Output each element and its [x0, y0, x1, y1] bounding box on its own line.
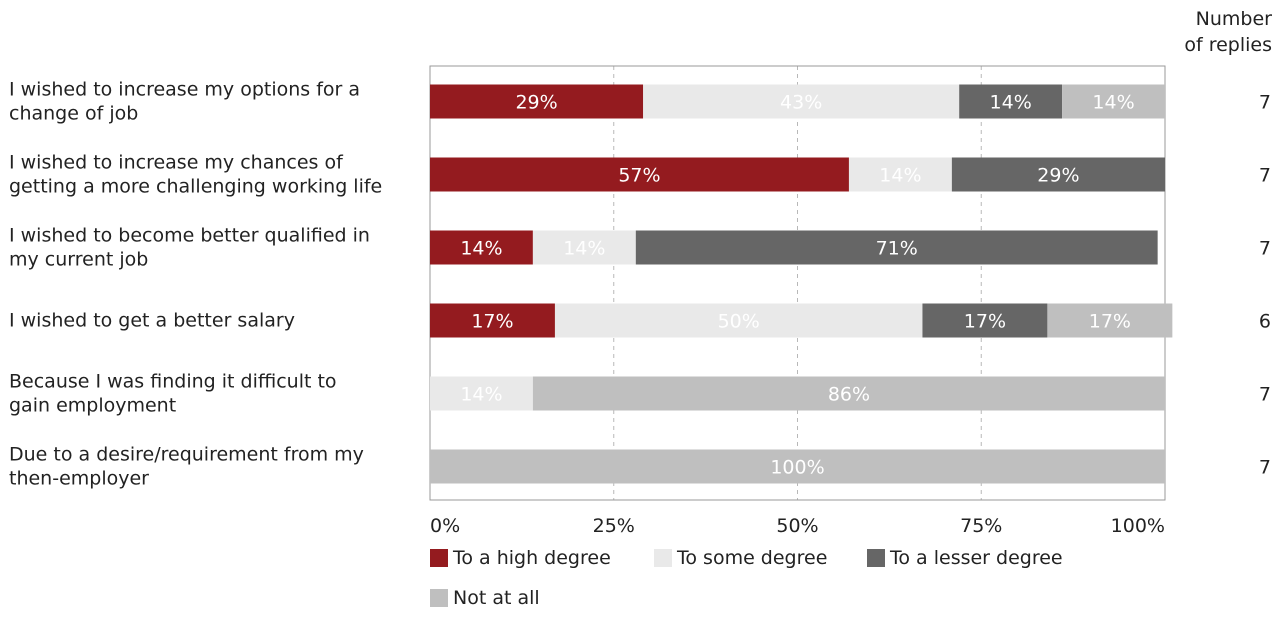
- data-label: 17%: [1089, 311, 1131, 333]
- data-label: 14%: [563, 238, 605, 260]
- category-label: I wished to increase my options for a: [9, 79, 360, 101]
- data-label: 14%: [879, 165, 921, 187]
- data-label: 17%: [471, 311, 513, 333]
- replies-value: 7: [1259, 457, 1271, 479]
- category-label: then-employer: [9, 468, 149, 490]
- replies-value: 7: [1259, 384, 1271, 406]
- data-label: 57%: [618, 165, 660, 187]
- category-label: Due to a desire/requirement from my: [9, 444, 364, 466]
- category-label: I wished to become better qualified in: [9, 225, 370, 247]
- data-label: 29%: [1037, 165, 1079, 187]
- bar-segment: [554, 303, 923, 338]
- bar-segment: [430, 230, 533, 265]
- replies-value: 6: [1259, 311, 1271, 333]
- legend-swatch: [430, 589, 448, 607]
- x-tick-label: 0%: [430, 515, 460, 537]
- data-label: 86%: [828, 384, 870, 406]
- legend-swatch: [867, 549, 885, 567]
- category-label: my current job: [9, 249, 148, 271]
- x-tick-label: 100%: [1111, 515, 1165, 537]
- data-label: 14%: [990, 92, 1032, 114]
- bar-segment: [430, 84, 644, 119]
- bar-segment: [430, 449, 1165, 484]
- data-label: 29%: [515, 92, 557, 114]
- bar-segment: [951, 157, 1165, 192]
- bar-segment: [1047, 303, 1173, 338]
- data-label: 14%: [460, 384, 502, 406]
- plot-frame: [429, 65, 1166, 501]
- data-label: 17%: [964, 311, 1006, 333]
- data-label: 14%: [460, 238, 502, 260]
- bar-segment: [532, 230, 636, 265]
- bar-segment: [922, 303, 1048, 338]
- legend-label: Not at all: [453, 587, 540, 609]
- bar-segment: [959, 84, 1063, 119]
- x-tick-label: 25%: [593, 515, 635, 537]
- replies-header: Number: [1196, 8, 1273, 30]
- x-tick-label: 50%: [776, 515, 818, 537]
- category-label: I wished to increase my chances of: [9, 152, 344, 174]
- data-label: 50%: [718, 311, 760, 333]
- bar-segment: [848, 157, 952, 192]
- data-label: 43%: [780, 92, 822, 114]
- data-label: 100%: [770, 457, 824, 479]
- x-tick-label: 75%: [960, 515, 1002, 537]
- category-label: gain employment: [9, 395, 176, 417]
- legend-label: To a lesser degree: [889, 547, 1063, 569]
- bar-segment: [430, 303, 555, 338]
- category-label: change of job: [9, 103, 138, 125]
- bar-segment: [430, 157, 849, 192]
- data-label: 14%: [1092, 92, 1134, 114]
- category-label: Because I was finding it difficult to: [9, 371, 337, 393]
- category-label: getting a more challenging working life: [9, 176, 382, 198]
- replies-value: 7: [1259, 92, 1271, 114]
- bar-segment: [1062, 84, 1165, 119]
- bar-segment: [643, 84, 960, 119]
- bar-segment: [532, 376, 1165, 411]
- category-label: I wished to get a better salary: [9, 310, 295, 332]
- legend-label: To a high degree: [452, 547, 611, 569]
- replies-value: 7: [1259, 238, 1271, 260]
- data-label: 71%: [876, 238, 918, 260]
- replies-header: of replies: [1184, 34, 1272, 56]
- legend-swatch: [430, 549, 448, 567]
- replies-value: 7: [1259, 165, 1271, 187]
- legend-swatch: [654, 549, 672, 567]
- legend-label: To some degree: [676, 547, 827, 569]
- bar-segment: [635, 230, 1158, 265]
- bar-segment: [430, 376, 533, 411]
